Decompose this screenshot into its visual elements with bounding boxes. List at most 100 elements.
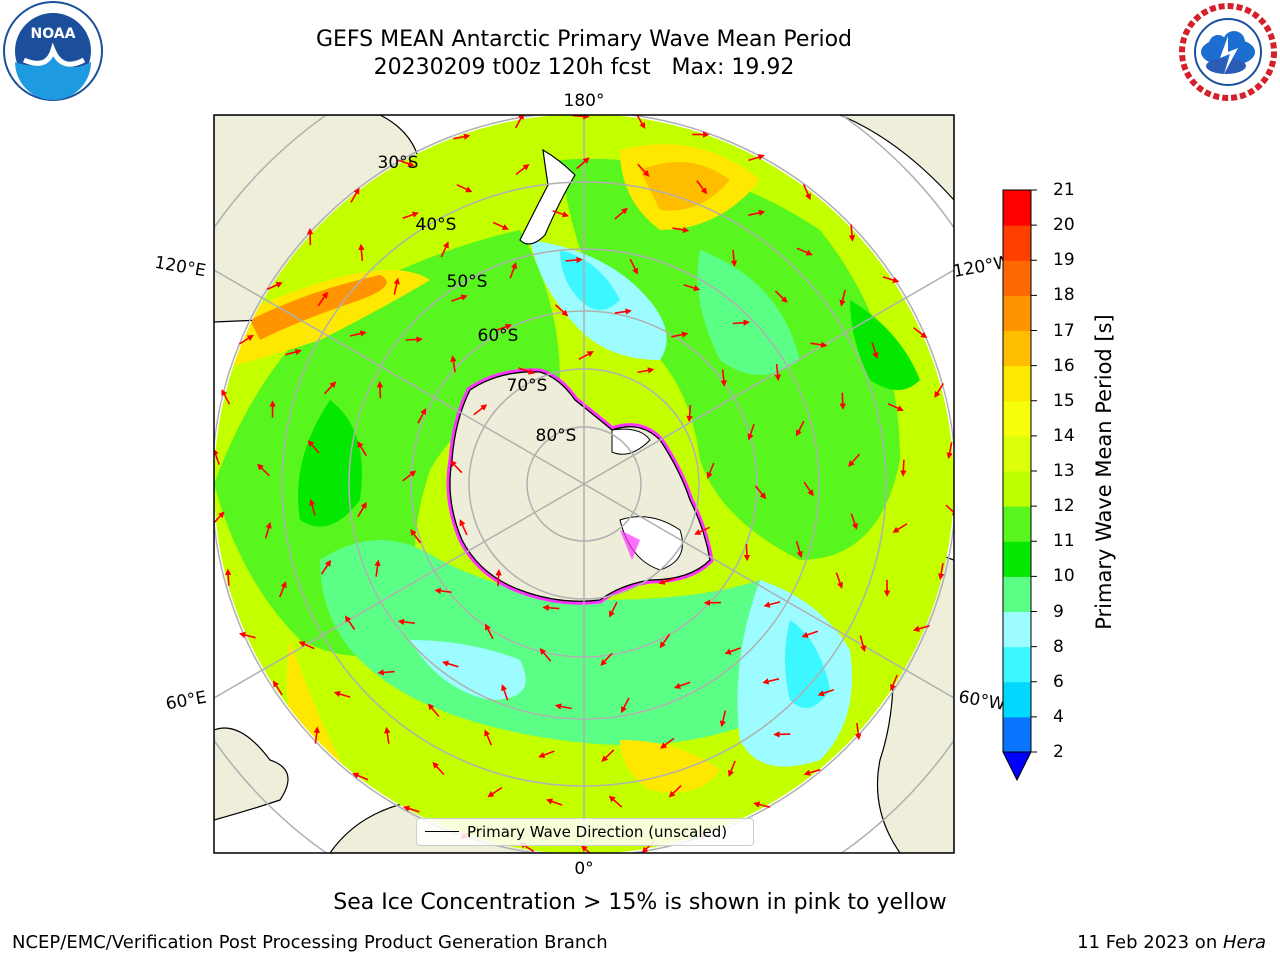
wave-direction-arrow [728,760,736,777]
wave-direction-arrow [427,703,440,718]
wave-direction-arrow [600,652,613,666]
wave-direction-arrow [686,405,693,423]
wave-direction-arrow [850,513,858,530]
colorbar-segment [1003,225,1031,261]
lat-label-80s: 80°S [536,426,577,446]
wave-direction-arrow [323,381,337,395]
wave-direction-arrow [542,604,560,611]
wave-direction-arrow [393,277,400,295]
nws-logo [1178,2,1278,102]
wave-direction-arrow [671,331,689,338]
wave-direction-arrow [683,284,701,292]
wave-direction-arrow [608,795,623,808]
map-frame [213,114,955,854]
wave-direction-arrow [810,341,828,348]
wave-direction-arrow [848,453,861,467]
wave-direction-arrow [357,440,367,457]
wave-direction-arrow [900,459,907,477]
lon-label-180: 180° [564,91,605,111]
wave-direction-arrow [796,420,805,437]
wave-direction-arrow [576,157,590,170]
wave-direction-arrow [384,726,391,744]
footer-date: 11 Feb 2023 on Hera [1077,932,1266,953]
wave-direction-arrow [495,569,502,587]
wave-direction-arrow [352,772,369,781]
legend: Primary Wave Direction (unscaled) [416,818,754,846]
wave-direction-arrow [285,348,302,356]
wave-direction-arrow [538,750,555,758]
wave-direction-arrow [796,247,813,256]
wave-direction-arrow [732,319,750,326]
wave-direction-arrow [272,680,283,696]
colorbar-segment [1003,611,1031,648]
wave-direction-arrow [264,521,272,539]
wave-direction-arrow [660,737,675,749]
wave-direction-arrow [545,798,563,806]
wave-direction-arrow [673,681,691,689]
colorbar-segment [1003,716,1031,753]
wave-direction-arrow [565,256,583,264]
wave-direction-arrow [221,389,231,405]
footer-date-text: 11 Feb 2023 on [1077,932,1223,953]
colorbar-segment [1003,646,1031,683]
colorbar-tick-label: 12 [1053,496,1075,517]
wave-direction-arrow [614,308,632,315]
wave-direction-arrow [659,633,671,649]
noaa-logo-text: NOAA [31,26,76,42]
wave-direction-arrow [402,211,419,219]
chart-subtitle: 20230209 t00z 120h fcst Max: 19.92 [373,55,795,80]
wave-direction-arrow [349,330,367,337]
wave-direction-arrow [456,183,473,193]
lat-label-30s: 30°S [378,153,419,173]
colorbar-label-text: Primary Wave Mean Period [s] [1092,314,1116,630]
colorbar-tick-label: 17 [1053,320,1075,341]
wave-direction-arrow [487,787,503,798]
wave-direction-arrow [417,407,427,424]
wave-direction-arrow [637,367,655,374]
wave-direction-arrow [672,226,690,234]
wave-direction-arrow [855,722,862,741]
wave-direction-arrow [636,115,646,130]
colorbar-segment [1003,681,1031,718]
wave-direction-arrow [344,615,356,630]
wave-direction-arrow [859,635,867,653]
colorbar-segment [1003,471,1031,507]
footer-host: Hera [1222,932,1266,953]
wave-direction-arrow [320,559,332,575]
wave-direction-arrow [214,448,221,465]
wave-direction-arrow [578,351,594,361]
colorbar-under-triangle [1002,751,1032,782]
colorbar-tick-label: 18 [1053,285,1075,306]
footer-credit: NCEP/EMC/Verification Post Processing Pr… [12,932,608,953]
colorbar-segment [1003,506,1031,542]
wave-direction-arrow [839,289,846,307]
colorbar-tick-label: 4 [1053,706,1064,727]
wave-direction-arrow [309,498,316,516]
colorbar-tick-label: 19 [1053,250,1075,271]
wave-direction-arrow [621,697,630,714]
wave-direction-arrow [801,630,819,638]
lon-label-60w: 60°W [957,687,1007,715]
wave-direction-arrow [485,623,494,640]
wave-direction-arrow [224,568,232,586]
wave-direction-arrow [451,294,468,302]
wave-direction-arrow [934,382,944,399]
wave-direction-arrow [278,581,287,598]
colorbar-segment [1003,400,1031,437]
lon-label-60e: 60°E [164,688,208,715]
wave-direction-arrow [724,647,741,655]
wave-direction-arrow [350,187,360,203]
colorbar-segment [1003,541,1031,577]
colorbar-tick-label: 6 [1053,671,1064,692]
wave-direction-arrow [668,785,682,798]
graticule [214,115,954,853]
colorbar-segment [1003,295,1031,331]
wave-direction-arrow [358,243,365,261]
wave-direction-arrow [882,276,900,284]
wave-direction-arrow [514,115,524,129]
wave-direction-arrow [803,768,821,776]
wave-direction-arrow [795,541,803,558]
colorbar-tick-label: 8 [1053,636,1064,657]
colorbar-segment [1003,330,1031,367]
